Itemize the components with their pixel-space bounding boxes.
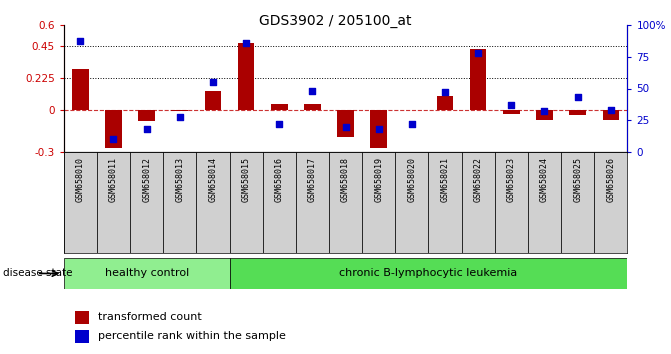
Bar [105, 110, 121, 148]
Bar [75, 330, 89, 343]
Text: GSM658021: GSM658021 [441, 157, 450, 202]
FancyBboxPatch shape [262, 152, 296, 253]
Bar [536, 110, 553, 120]
Point [373, 126, 384, 132]
FancyBboxPatch shape [163, 152, 197, 253]
FancyBboxPatch shape [229, 152, 262, 253]
Text: disease state: disease state [3, 268, 73, 279]
Bar [304, 104, 321, 110]
Point [307, 88, 318, 94]
Text: GSM658022: GSM658022 [474, 157, 482, 202]
FancyBboxPatch shape [429, 152, 462, 253]
Bar [503, 110, 519, 114]
Bar [603, 110, 619, 120]
Text: GSM658025: GSM658025 [573, 157, 582, 202]
Text: percentile rank within the sample: percentile rank within the sample [97, 331, 285, 341]
Text: transformed count: transformed count [97, 312, 201, 322]
Bar [338, 110, 354, 137]
Text: GSM658023: GSM658023 [507, 157, 516, 202]
FancyBboxPatch shape [495, 152, 528, 253]
FancyBboxPatch shape [97, 152, 130, 253]
Text: GSM658019: GSM658019 [374, 157, 383, 202]
FancyBboxPatch shape [197, 152, 229, 253]
Point [75, 39, 86, 44]
Point [174, 114, 185, 119]
Text: GSM658016: GSM658016 [274, 157, 284, 202]
FancyBboxPatch shape [130, 152, 163, 253]
Text: GSM658026: GSM658026 [607, 157, 615, 202]
Bar [370, 110, 387, 148]
Text: GSM658012: GSM658012 [142, 157, 151, 202]
Text: GSM658024: GSM658024 [540, 157, 549, 202]
Bar [271, 104, 288, 110]
Text: GSM658010: GSM658010 [76, 157, 85, 202]
Point [506, 102, 517, 108]
Point [572, 95, 583, 100]
FancyBboxPatch shape [329, 152, 362, 253]
Bar [75, 311, 89, 324]
FancyBboxPatch shape [395, 152, 429, 253]
Bar [229, 258, 627, 289]
FancyBboxPatch shape [64, 152, 97, 253]
FancyBboxPatch shape [296, 152, 329, 253]
FancyBboxPatch shape [561, 152, 595, 253]
Point [440, 90, 450, 95]
Text: GSM658013: GSM658013 [175, 157, 185, 202]
Text: GSM658018: GSM658018 [341, 157, 350, 202]
FancyBboxPatch shape [462, 152, 495, 253]
Text: chronic B-lymphocytic leukemia: chronic B-lymphocytic leukemia [340, 268, 517, 279]
FancyBboxPatch shape [362, 152, 395, 253]
Bar [205, 91, 221, 110]
Point [539, 109, 550, 114]
Point [605, 107, 616, 113]
Bar [72, 69, 89, 110]
Point [108, 137, 119, 142]
Point [274, 121, 285, 127]
Text: GSM658011: GSM658011 [109, 157, 118, 202]
Text: GSM658020: GSM658020 [407, 157, 417, 202]
Point [207, 79, 218, 85]
Text: GSM658017: GSM658017 [308, 157, 317, 202]
Point [241, 40, 252, 45]
Bar [138, 110, 155, 121]
Text: GDS3902 / 205100_at: GDS3902 / 205100_at [259, 14, 412, 28]
Bar [238, 43, 254, 110]
FancyBboxPatch shape [595, 152, 627, 253]
Text: GSM658015: GSM658015 [242, 157, 250, 202]
Point [473, 50, 484, 56]
Text: GSM658014: GSM658014 [209, 157, 217, 202]
Bar [64, 258, 229, 289]
Bar [470, 49, 486, 110]
Point [340, 124, 351, 130]
Bar [570, 110, 586, 115]
FancyBboxPatch shape [528, 152, 561, 253]
Text: healthy control: healthy control [105, 268, 189, 279]
Point [407, 121, 417, 127]
Bar [172, 110, 188, 111]
Bar [437, 96, 454, 110]
Point [142, 126, 152, 132]
